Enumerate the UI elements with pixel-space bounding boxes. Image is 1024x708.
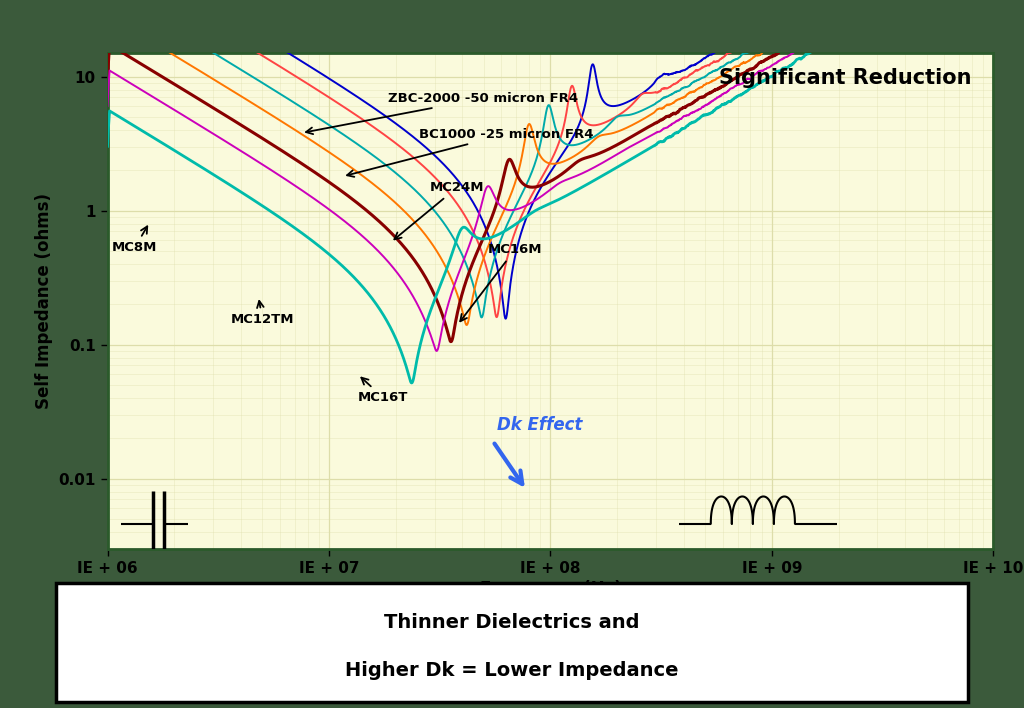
Text: MC8M: MC8M [113, 227, 158, 254]
Text: BC1000 -25 micron FR4: BC1000 -25 micron FR4 [347, 127, 594, 177]
Text: MC12TM: MC12TM [230, 301, 294, 326]
X-axis label: Frequency (Hz): Frequency (Hz) [479, 580, 622, 598]
Text: MC16T: MC16T [357, 377, 409, 404]
Text: Thinner Dielectrics and: Thinner Dielectrics and [384, 613, 640, 632]
Text: MC24M: MC24M [394, 181, 484, 239]
Text: MC16M: MC16M [460, 244, 542, 321]
Text: ZBC-2000 -50 micron FR4: ZBC-2000 -50 micron FR4 [306, 92, 579, 134]
Text: Dk Effect: Dk Effect [497, 416, 583, 434]
Y-axis label: Self Impedance (ohms): Self Impedance (ohms) [35, 193, 53, 409]
FancyBboxPatch shape [56, 583, 968, 702]
Text: Higher Dk = Lower Impedance: Higher Dk = Lower Impedance [345, 661, 679, 680]
Text: Significant Reduction: Significant Reduction [719, 68, 971, 88]
